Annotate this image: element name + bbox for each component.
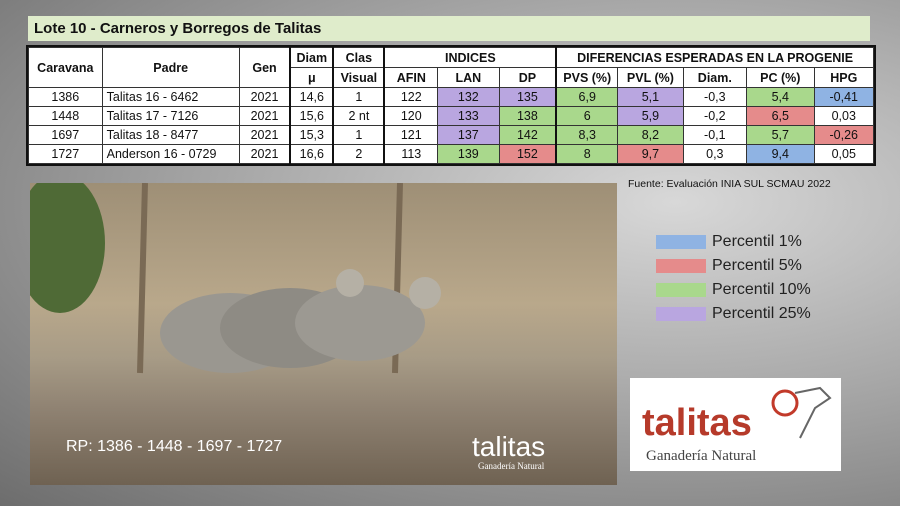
table-cell: Talitas 16 - 6462 [101,87,240,107]
table-cell: 113 [383,144,439,164]
table-cell: -0,41 [813,87,875,107]
table-cell: 133 [437,106,500,126]
table-cell: 0,03 [813,106,875,126]
header-cell: μ [289,67,334,88]
table-cell: 8,2 [617,125,684,145]
photo-caption: RP: 1386 - 1448 - 1697 - 1727 [66,438,283,455]
table-cell: 15,6 [289,106,334,126]
legend-item: Percentil 5% [656,254,811,278]
table-cell: 0,05 [813,144,875,164]
table-cell: 137 [437,125,500,145]
logo-icon [771,386,832,439]
table-cell: 14,6 [289,87,334,107]
table-row: 1697 Talitas 18 - 8477 2021 15,3 1 121 137 142 8… [28,125,875,145]
header-cell: PC (%) [746,67,815,88]
table-cell: 135 [498,87,557,107]
header-cell: Caravana [28,47,103,88]
legend: Percentil 1% Percentil 5% Percentil 10% Per… [656,230,811,326]
legend-swatch [656,307,706,321]
table-cell: 2021 [238,106,291,126]
table-cell: 2 nt [332,106,385,126]
header-cell: INDICES [383,47,557,68]
legend-swatch [656,283,706,297]
table-cell: 132 [437,87,500,107]
table-row: 1448 Talitas 17 - 7126 2021 15,6 2 nt 120 133 1… [28,106,875,126]
photo: RP: 1386 - 1448 - 1697 - 1727 talitas Ga… [30,183,617,485]
photo-brand: talitas [472,431,546,462]
header-cell: Diam [289,47,334,68]
table-cell: 2021 [238,125,291,145]
table-cell: 5,9 [617,106,684,126]
source-note: Fuente: Evaluación INIA SUL SCMAU 2022 [628,178,831,190]
table-cell: 1 [332,87,385,107]
table-cell: Anderson 16 - 0729 [101,144,240,164]
table-cell: -0,3 [682,87,748,107]
table-cell: 8,3 [555,125,619,145]
table-cell: 1386 [28,87,103,107]
table-cell: 2 [332,144,385,164]
table-row: 1386 Talitas 16 - 6462 2021 14,6 1 122 132 135 6… [28,87,875,107]
header-cell: AFIN [383,67,439,88]
table-cell: 9,7 [617,144,684,164]
legend-swatch [656,235,706,249]
table-cell: 9,4 [746,144,815,164]
legend-item: Percentil 25% [656,302,811,326]
table-cell: Talitas 18 - 8477 [101,125,240,145]
table-cell: 142 [498,125,557,145]
header-cell: PVL (%) [617,67,684,88]
photo-art [30,183,441,374]
table-cell: 5,4 [746,87,815,107]
legend-swatch [656,259,706,273]
table-cell: 5,1 [617,87,684,107]
table-cell: 2021 [238,144,291,164]
header-cell: Diam. [682,67,748,88]
table-cell: 15,3 [289,125,334,145]
legend-label: Percentil 10% [712,281,811,298]
table-cell: 152 [498,144,557,164]
table-cell: -0,26 [813,125,875,145]
header-cell: PVS (%) [555,67,619,88]
legend-item: Percentil 1% [656,230,811,254]
header-cell: HPG [813,67,875,88]
logo-tagline: Ganadería Natural [646,448,757,464]
legend-label: Percentil 5% [712,257,802,274]
table-cell: 5,7 [746,125,815,145]
legend-label: Percentil 1% [712,233,802,250]
table-cell: 1697 [28,125,103,145]
table-cell: 120 [383,106,439,126]
table-cell: 1 [332,125,385,145]
header-cell: Gen [238,47,291,88]
table-row: 1727 Anderson 16 - 0729 2021 16,6 2 113 139 152… [28,144,875,164]
table-cell: 8 [555,144,619,164]
header-cell: Visual [332,67,385,88]
photo-tagline: Ganadería Natural [478,461,545,471]
table-cell: 6,9 [555,87,619,107]
logo: talitas Ganadería Natural [630,378,841,471]
table-cell: 6,5 [746,106,815,126]
table-cell: 1448 [28,106,103,126]
table-cell: Talitas 17 - 7126 [101,106,240,126]
table-cell: 138 [498,106,557,126]
table-cell: -0,2 [682,106,748,126]
header-cell: DIFERENCIAS ESPERADAS EN LA PROGENIE [555,47,875,68]
legend-item: Percentil 10% [656,278,811,302]
table-cell: 139 [437,144,500,164]
table-cell: 0,3 [682,144,748,164]
legend-label: Percentil 25% [712,305,811,322]
header-cell: Clas [332,47,385,68]
table-cell: 1727 [28,144,103,164]
header-cell: Padre [101,47,240,88]
table-cell: 6 [555,106,619,126]
table-cell: 122 [383,87,439,107]
table-cell: -0,1 [682,125,748,145]
title: Lote 10 - Carneros y Borregos de Talitas [28,16,870,41]
header-cell: LAN [437,67,500,88]
table-cell: 16,6 [289,144,334,164]
table-cell: 2021 [238,87,291,107]
data-table: Caravana Padre Gen Diam Clas INDICES DIF… [26,45,876,166]
header-cell: DP [498,67,557,88]
logo-brand: talitas [642,402,752,444]
table-cell: 121 [383,125,439,145]
